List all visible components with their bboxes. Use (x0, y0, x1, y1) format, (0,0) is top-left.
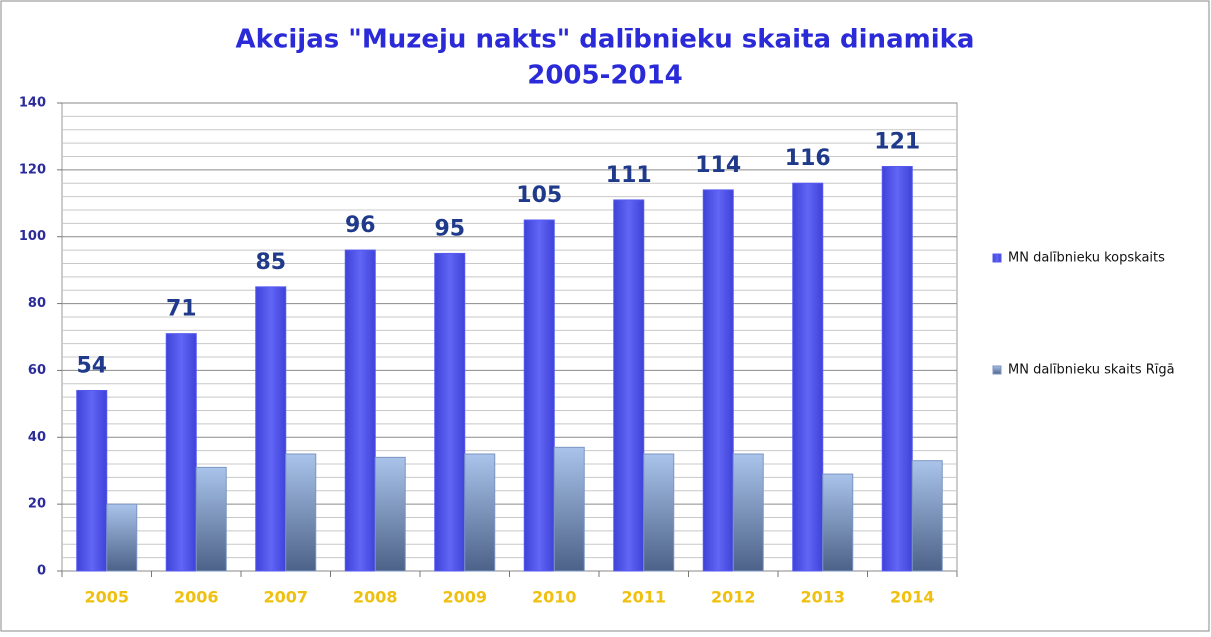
x-tick-label: 2011 (621, 588, 666, 607)
x-tick-label: 2005 (84, 588, 129, 607)
data-label: 116 (785, 146, 831, 171)
bar (106, 503, 138, 572)
bar (553, 446, 585, 572)
bar (195, 466, 227, 572)
x-tick-label: 2008 (353, 588, 398, 607)
legend-swatch (992, 253, 1002, 263)
x-tick-label: 2009 (442, 588, 487, 607)
legend-label: MN dalībnieku skaits Rīgā (1008, 363, 1175, 378)
data-label: 105 (516, 183, 562, 208)
data-label: 96 (345, 213, 376, 238)
y-tick-label: 80 (28, 296, 46, 311)
data-label: 95 (434, 216, 465, 241)
bar (523, 219, 555, 572)
y-tick-label: 140 (19, 96, 46, 111)
y-tick-label: 100 (19, 229, 46, 244)
bar (881, 166, 913, 572)
chart-title: Akcijas "Muzeju nakts" dalībnieku skaita… (236, 25, 975, 55)
data-label: 121 (874, 130, 920, 155)
bar (613, 199, 645, 572)
bar (732, 453, 764, 572)
bar (344, 249, 376, 572)
y-tick-label: 0 (37, 564, 46, 579)
bar (464, 453, 496, 572)
bar (702, 189, 734, 572)
bar (374, 456, 406, 572)
x-tick-label: 2014 (890, 588, 935, 607)
bar (434, 252, 466, 572)
bar (911, 460, 943, 572)
legend-swatch (992, 365, 1002, 375)
bar (792, 182, 824, 572)
bar (165, 333, 197, 572)
x-tick-label: 2010 (532, 588, 577, 607)
bar (643, 453, 675, 572)
x-tick-label: 2007 (263, 588, 308, 607)
data-label: 85 (255, 250, 286, 275)
data-label: 111 (606, 163, 652, 188)
y-tick-label: 120 (19, 162, 46, 177)
data-label: 54 (76, 353, 107, 378)
bar (76, 389, 108, 572)
x-tick-label: 2006 (174, 588, 219, 607)
y-tick-label: 60 (28, 363, 46, 378)
bar (255, 286, 287, 572)
chart-subtitle: 2005-2014 (527, 61, 683, 91)
y-tick-label: 40 (28, 430, 46, 445)
data-label: 114 (695, 153, 741, 178)
x-tick-label: 2012 (711, 588, 756, 607)
y-tick-label: 20 (28, 497, 46, 512)
legend-label: MN dalībnieku kopskaits (1008, 251, 1165, 266)
data-label: 71 (166, 297, 197, 322)
bar (285, 453, 317, 572)
bar (822, 473, 854, 572)
x-tick-label: 2013 (800, 588, 845, 607)
